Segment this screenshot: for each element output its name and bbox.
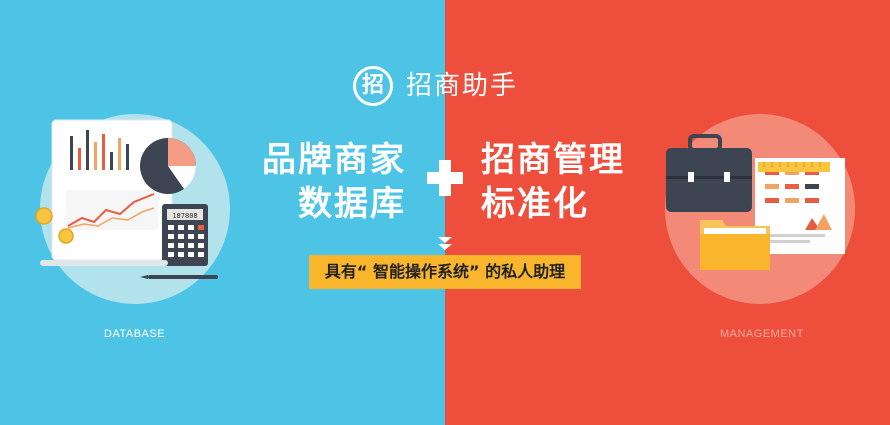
document-icon xyxy=(755,158,845,254)
line-chart-icon xyxy=(66,190,158,230)
left-headline-line2: 数据库 xyxy=(298,184,406,224)
calculator-display: 187808 xyxy=(172,212,197,220)
double-chevron-down-icon xyxy=(438,237,452,250)
briefcase-icon xyxy=(666,134,752,212)
left-headline-line1: 品牌商家 xyxy=(262,140,406,180)
brand-name: 招商助手 xyxy=(406,71,519,101)
brand-logo-icon: 招 xyxy=(353,66,393,106)
pie-chart-icon xyxy=(140,138,196,194)
calculator-icon: 187808 xyxy=(162,204,208,266)
tagline-banner: 具有“ 智能操作系统” 的私人助理 xyxy=(309,255,581,289)
pen-icon xyxy=(140,275,218,279)
database-illustration: 187808 xyxy=(35,119,218,279)
ruler-icon xyxy=(758,162,830,172)
folder-icon xyxy=(700,220,770,270)
management-caption: MANAGEMENT xyxy=(720,328,804,340)
management-illustration xyxy=(666,134,845,270)
right-headline-line1: 招商管理 xyxy=(481,140,625,180)
right-headline-line2: 标准化 xyxy=(481,184,589,224)
database-caption: DATABASE xyxy=(104,328,166,340)
bar-chart-icon xyxy=(70,130,129,170)
plus-icon xyxy=(427,160,463,196)
